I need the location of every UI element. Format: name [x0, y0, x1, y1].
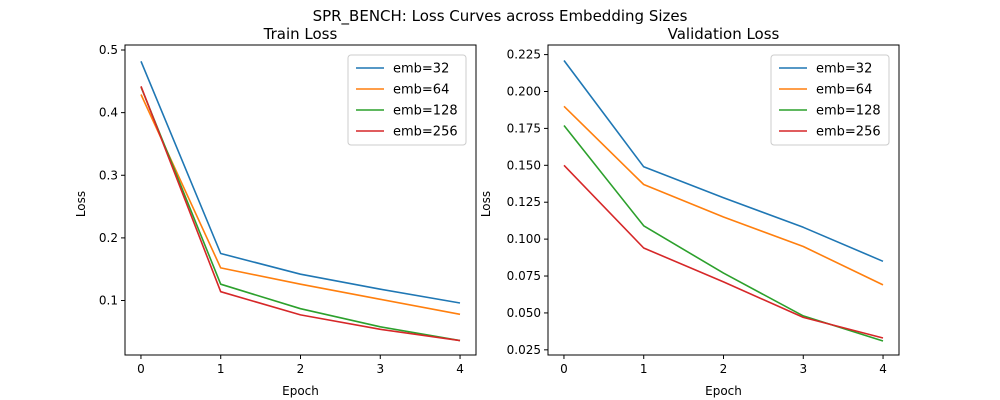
validation-loss-ytick-label: 0.125: [507, 195, 541, 209]
validation-loss-legend-entry: emb=256: [816, 125, 881, 140]
validation-loss-ytick-label: 0.050: [507, 306, 541, 320]
validation-loss-xtick-label: 1: [640, 362, 648, 376]
train-loss-legend-entry: emb=32: [393, 62, 449, 77]
train-loss-series-emb-32: [140, 60, 461, 304]
validation-loss-title: Validation Loss: [668, 25, 780, 43]
train-loss-series-emb-64: [140, 94, 461, 316]
train-loss-legend-entry: emb=256: [393, 125, 458, 140]
validation-loss-series-emb-32: [563, 60, 884, 263]
validation-loss-ytick-label: 0.225: [507, 48, 541, 62]
validation-loss-ytick-label: 0.075: [507, 269, 541, 283]
train-loss-ytick-label: 0.2: [99, 231, 118, 245]
validation-loss-panel: Validation Loss Epoch Loss 0 1 2 3 4 0.025 0.0…: [479, 25, 900, 398]
train-loss-ytick-label: 0.5: [99, 43, 118, 57]
train-loss-ytick-label: 0.1: [99, 294, 118, 308]
train-loss-xtick-label: 4: [456, 362, 464, 376]
train-loss-xlabel: Epoch: [282, 384, 319, 398]
train-loss-series-emb-256: [140, 86, 461, 342]
train-loss-series-emb-128: [140, 86, 461, 342]
train-loss-ylabel: Loss: [74, 191, 88, 217]
figure-suptitle: SPR_BENCH: Loss Curves across Embedding …: [313, 7, 688, 26]
train-loss-legend-entry: emb=64: [393, 83, 449, 98]
validation-loss-ytick-label: 0.025: [507, 343, 541, 357]
train-loss-ytick-label: 0.3: [99, 168, 118, 182]
validation-loss-xtick-label: 4: [879, 362, 887, 376]
validation-loss-legend: emb=32 emb=64 emb=128 emb=256: [770, 54, 890, 146]
validation-loss-ylabel: Loss: [479, 191, 493, 217]
validation-loss-series-emb-64: [563, 105, 884, 286]
train-loss-legend-box: [347, 54, 467, 146]
validation-loss-xtick-label: 3: [799, 362, 807, 376]
validation-loss-ytick-label: 0.100: [507, 232, 541, 246]
train-loss-xtick-label: 1: [217, 362, 225, 376]
train-loss-legend: emb=32 emb=64 emb=128 emb=256: [347, 54, 467, 146]
train-loss-xtick-label: 3: [376, 362, 384, 376]
train-loss-legend-entry: emb=128: [393, 104, 458, 119]
validation-loss-series-emb-128: [563, 125, 884, 342]
validation-loss-xtick-label: 2: [720, 362, 728, 376]
train-loss-xtick-label: 2: [297, 362, 305, 376]
validation-loss-ytick-label: 0.175: [507, 121, 541, 135]
train-loss-title: Train Loss: [263, 25, 338, 43]
validation-loss-series-emb-256: [563, 164, 884, 339]
validation-loss-xtick-label: 0: [560, 362, 568, 376]
validation-loss-ytick-label: 0.200: [507, 85, 541, 99]
validation-loss-xlabel: Epoch: [705, 384, 742, 398]
train-loss-ytick-label: 0.4: [99, 106, 118, 120]
validation-loss-legend-entry: emb=128: [816, 104, 881, 119]
validation-loss-legend-entry: emb=64: [816, 83, 872, 98]
validation-loss-legend-entry: emb=32: [816, 62, 872, 77]
train-loss-xtick-label: 0: [137, 362, 145, 376]
validation-loss-ytick-label: 0.150: [507, 158, 541, 172]
validation-loss-legend-box: [770, 54, 890, 146]
train-loss-panel: Train Loss Epoch Loss 0 1 2 3 4 0.1 0.2 0.3 0.4 0…: [74, 25, 477, 398]
